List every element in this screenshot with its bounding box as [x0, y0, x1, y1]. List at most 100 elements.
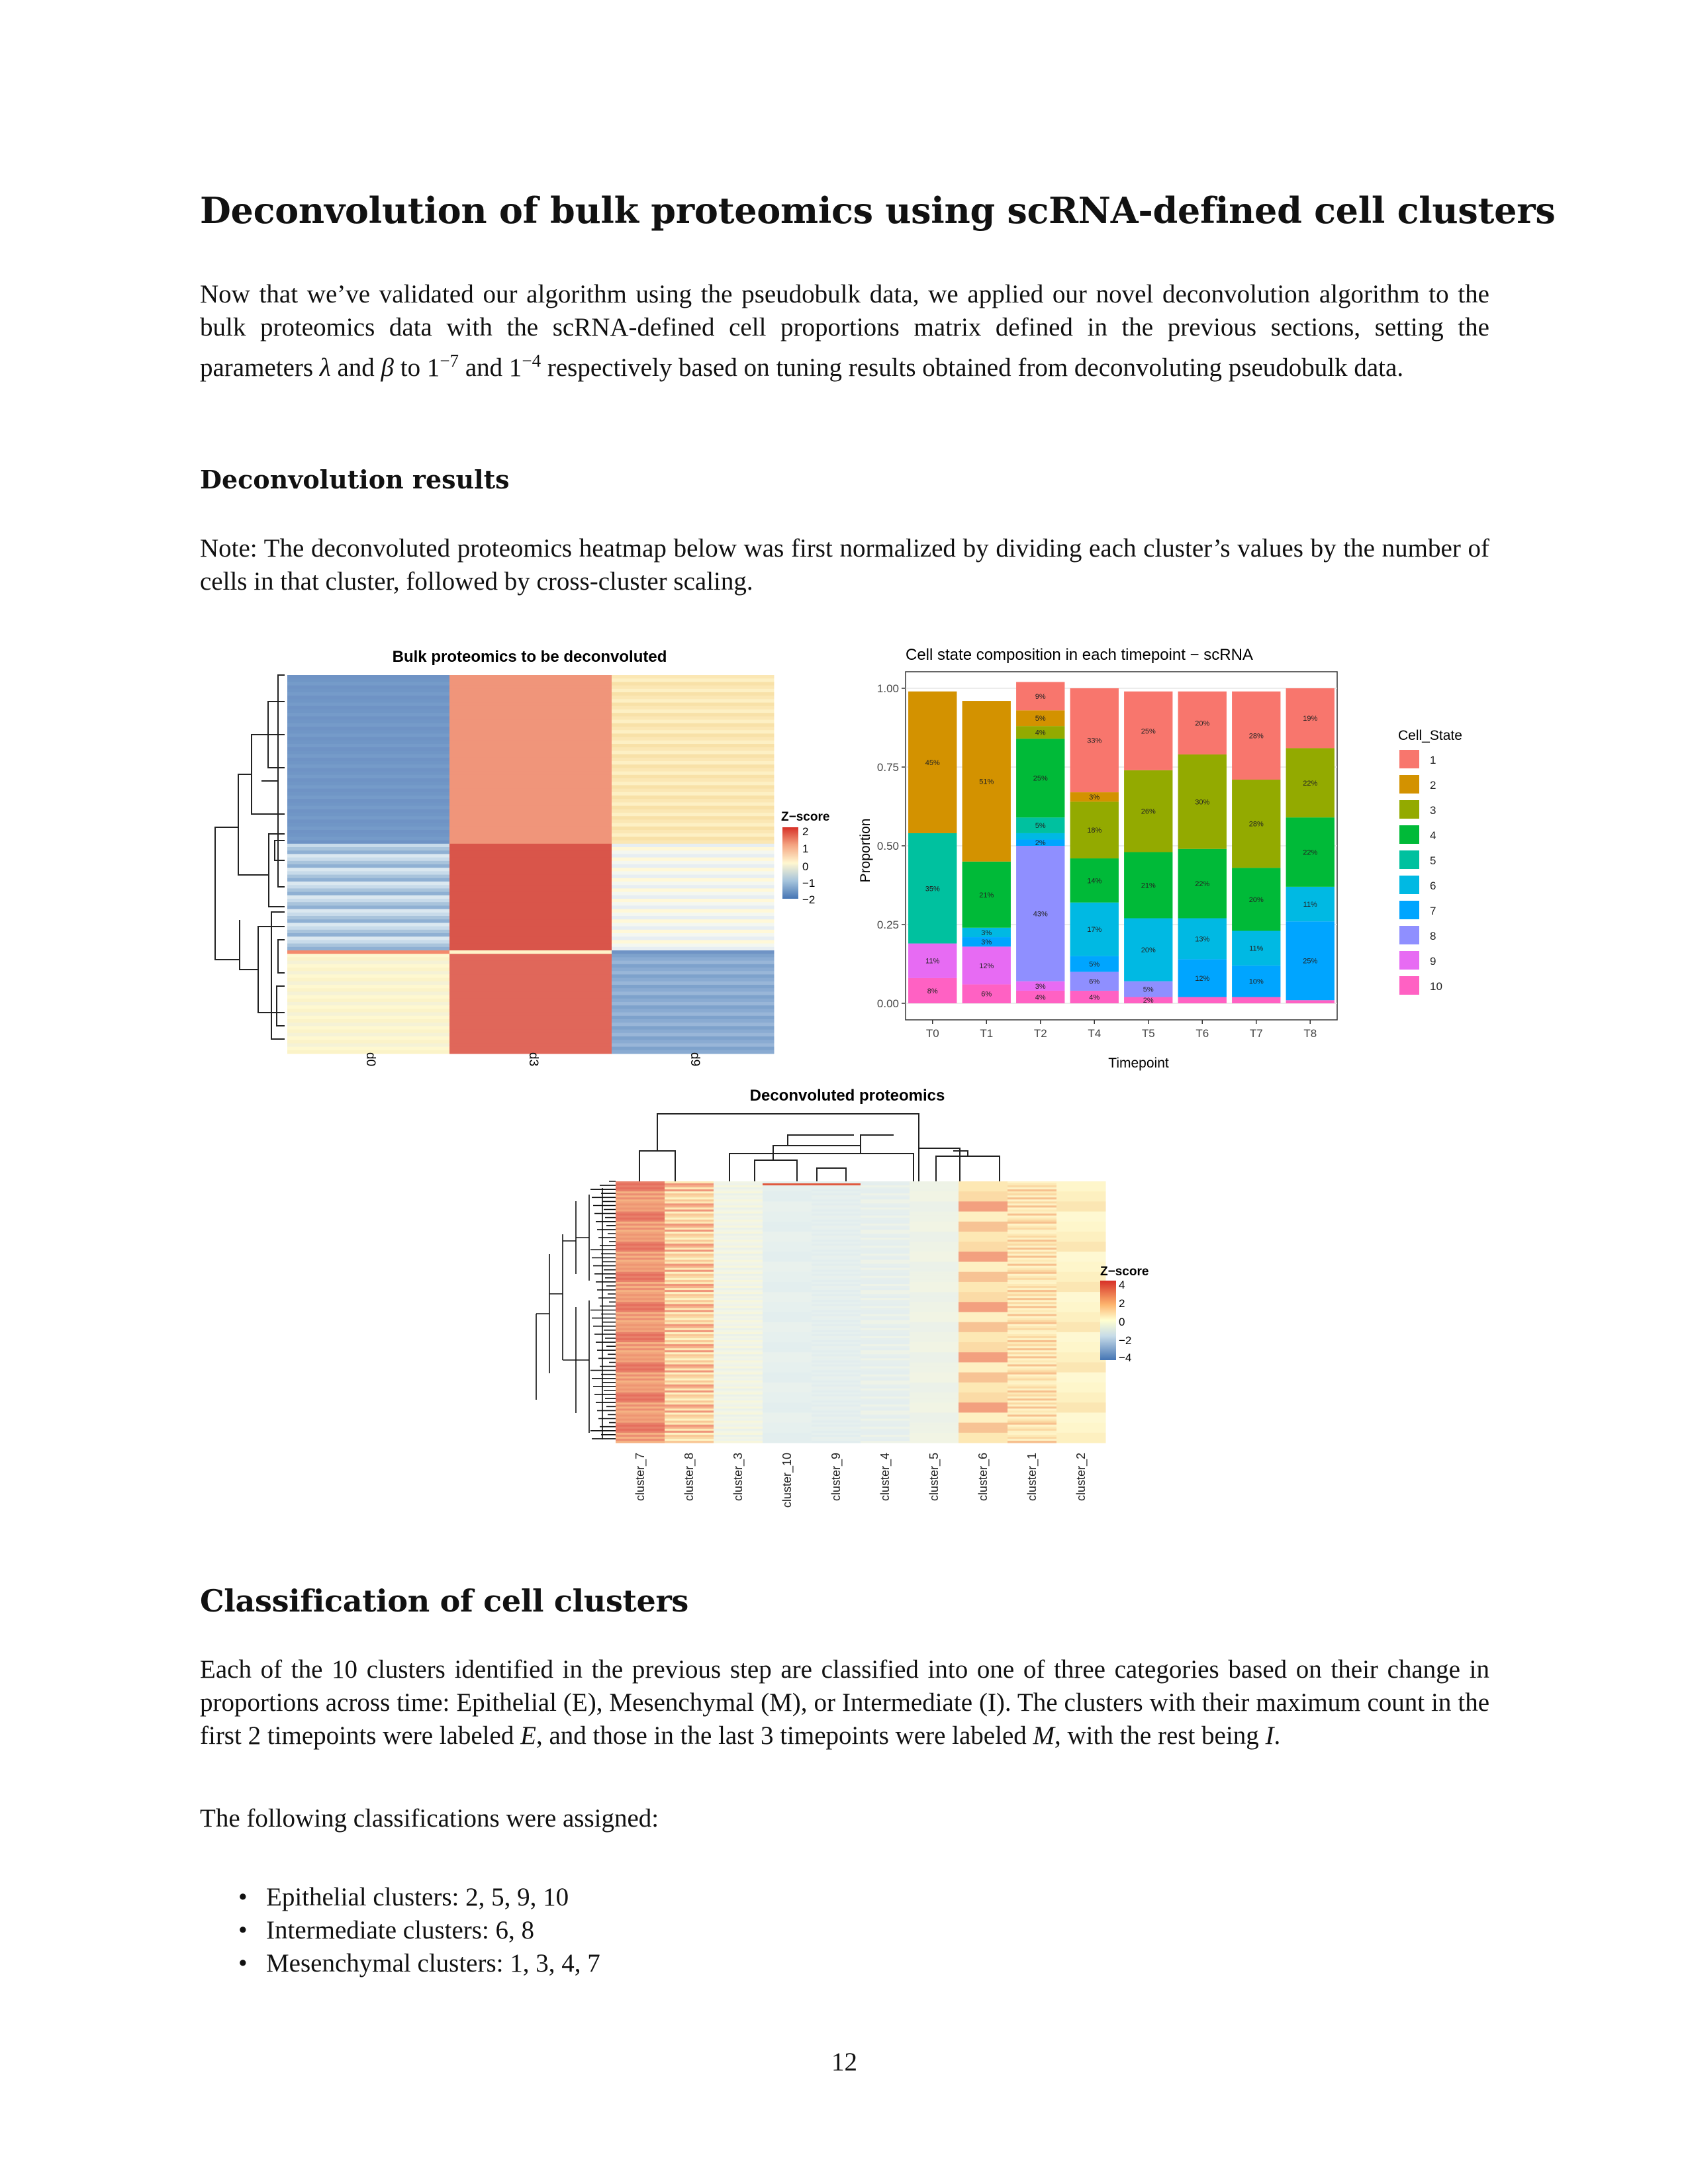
heatmap-cell	[910, 1195, 959, 1198]
heatmap-cell	[714, 1328, 763, 1331]
heatmap-cell	[714, 1430, 763, 1433]
heatmap-cell	[763, 1283, 812, 1287]
heatmap-cell	[1008, 1236, 1057, 1238]
heatmap-cell	[959, 1273, 1008, 1277]
heatmap-cell	[812, 1314, 861, 1317]
heatmap-cell	[910, 1269, 959, 1273]
heatmap-cell	[612, 950, 774, 954]
heatmap-cell	[910, 1251, 959, 1254]
heatmap-cell	[959, 1298, 1008, 1300]
heatmap-cell	[287, 885, 450, 889]
bar-segment-3	[1016, 726, 1065, 739]
heatmap-cell	[812, 1267, 861, 1271]
heatmap-cell	[612, 819, 774, 824]
heatmap-cell	[812, 1438, 861, 1441]
heatmap-cell	[665, 1330, 714, 1333]
heatmap-cell	[861, 1227, 910, 1230]
heatmap-cell	[861, 1191, 910, 1194]
legend-tick: 2	[802, 825, 808, 838]
heatmap-cell	[959, 1199, 1008, 1202]
heatmap-cell	[665, 1338, 714, 1341]
heatmap-cell	[959, 1412, 1008, 1415]
mesenchymal-label: M	[1033, 1721, 1055, 1750]
heatmap-cell	[287, 929, 450, 934]
heatmap-cell	[959, 1191, 1008, 1194]
bar-segment-7	[1286, 921, 1335, 1001]
heatmap-cell	[812, 1372, 861, 1375]
heatmap-cell	[714, 1366, 763, 1369]
column-label: cluster_7	[633, 1453, 647, 1501]
heatmap-cell	[763, 1314, 812, 1317]
heatmap-cell	[812, 1225, 861, 1228]
heatmap-cell	[959, 1197, 1008, 1200]
heatmap-cell	[861, 1398, 910, 1401]
heatmap-cell	[449, 885, 612, 889]
bar-data-label: 2%	[1035, 839, 1046, 847]
heatmap-cell	[449, 857, 612, 862]
heatmap-cell	[665, 1257, 714, 1260]
heatmap-cell	[959, 1326, 1008, 1329]
heatmap-cell	[1008, 1360, 1057, 1363]
heatmap-cell	[1008, 1310, 1057, 1312]
heatmap-cell	[449, 940, 612, 944]
heatmap-cell	[1056, 1207, 1106, 1210]
heatmap-cell	[612, 740, 774, 745]
heatmap-cell	[714, 1356, 763, 1359]
heatmap-cell	[714, 1362, 763, 1365]
heatmap-cell	[861, 1300, 910, 1302]
heatmap-cell	[1056, 1352, 1106, 1355]
heatmap-cell	[861, 1374, 910, 1377]
heatmap-cell	[612, 682, 774, 686]
heatmap-cell	[714, 1197, 763, 1200]
heatmap-cell	[1008, 1330, 1057, 1333]
legend-label: 10	[1430, 980, 1442, 993]
heatmap-cell	[861, 1267, 910, 1271]
heatmap-cell	[959, 1332, 1008, 1335]
heatmap-cell	[449, 782, 612, 786]
heatmap-cell	[665, 1334, 714, 1337]
heatmap-cell	[812, 1251, 861, 1254]
heatmap-cell	[763, 1223, 812, 1226]
heatmap-cell	[1008, 1203, 1057, 1206]
heatmap-cell	[616, 1360, 665, 1363]
heatmap-cell	[287, 847, 450, 851]
heatmap-cell	[449, 816, 612, 820]
heatmap-cell	[959, 1209, 1008, 1212]
heatmap-cell	[959, 1330, 1008, 1333]
column-label: cluster_1	[1025, 1453, 1039, 1501]
heatmap-cell	[616, 1217, 665, 1220]
heatmap-cell	[714, 1386, 763, 1389]
heatmap-cell	[616, 1281, 665, 1285]
heatmap-cell	[616, 1257, 665, 1260]
heatmap-cell	[665, 1197, 714, 1200]
heatmap-cell	[763, 1378, 812, 1381]
heatmap-cell	[1056, 1334, 1106, 1337]
heatmap-cell	[763, 1255, 812, 1258]
heatmap-cell	[1008, 1199, 1057, 1202]
legend-tick: 4	[1119, 1279, 1125, 1291]
heatmap-cell	[763, 1400, 812, 1403]
heatmap-cell	[861, 1390, 910, 1393]
heatmap-cell	[861, 1246, 910, 1248]
heatmap-cell	[861, 1306, 910, 1308]
heatmap-cell	[616, 1269, 665, 1273]
heatmap-cell	[665, 1380, 714, 1383]
heatmap-cell	[287, 888, 450, 893]
heatmap-cell	[287, 923, 450, 927]
heatmap-cell	[959, 1304, 1008, 1306]
heatmap-cell	[861, 1402, 910, 1405]
bar-segment-10	[1232, 997, 1281, 1003]
heatmap-cell	[861, 1286, 910, 1289]
heatmap-cell	[714, 1384, 763, 1387]
heatmap-cell	[612, 696, 774, 700]
heatmap-cell	[665, 1231, 714, 1234]
heatmap-cell	[1056, 1414, 1106, 1417]
para-text: .	[1274, 1721, 1281, 1750]
heatmap-cell	[714, 1257, 763, 1260]
heatmap-cell	[959, 1263, 1008, 1267]
bar-data-label: 20%	[1195, 719, 1209, 727]
heatmap-cell	[616, 1434, 665, 1437]
heatmap-cell	[287, 1012, 450, 1017]
bar-data-label: 43%	[1033, 910, 1048, 918]
heatmap-cell	[287, 833, 450, 837]
